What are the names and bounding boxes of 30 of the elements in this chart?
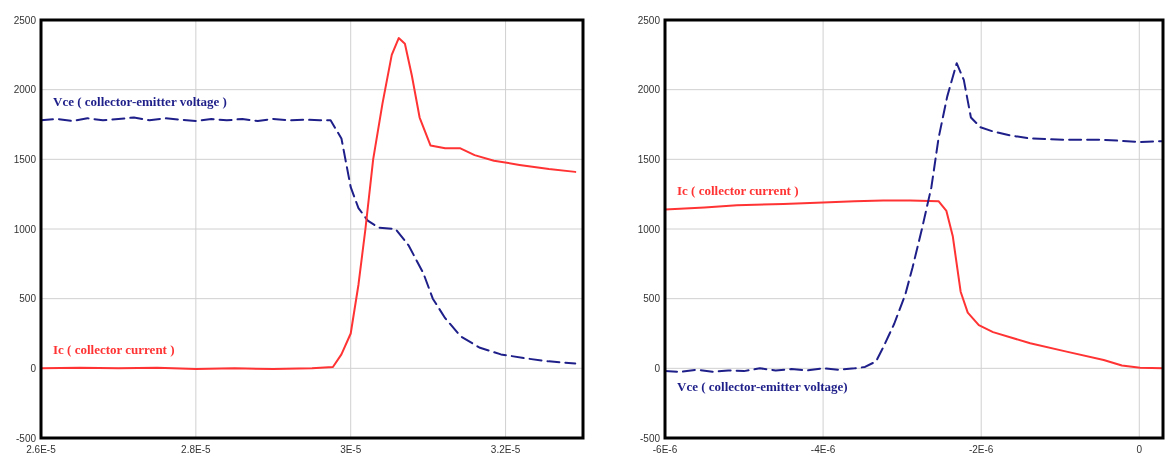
line-series <box>40 37 577 371</box>
y-tick-label: 1500 <box>637 153 661 165</box>
y-tick-label: 2500 <box>13 14 37 26</box>
x-tick-label: 3.2E-5 <box>490 444 521 455</box>
y-tick-label: 500 <box>643 293 661 305</box>
y-tick-label: 500 <box>19 293 37 305</box>
series-label: Vce ( collector-emitter voltage ) <box>53 94 227 110</box>
y-tick-label: 1500 <box>13 153 37 165</box>
series-label: Ic ( collector current ) <box>53 342 175 358</box>
y-tick-label: -500 <box>15 432 37 444</box>
y-tick-label: 1000 <box>13 223 37 235</box>
x-tick-label: 0 <box>1136 444 1143 455</box>
series-label: Ic ( collector current ) <box>677 183 799 199</box>
x-tick-label: -6E-6 <box>652 444 678 455</box>
y-tick-label: 2000 <box>637 84 661 96</box>
line-series <box>40 116 577 365</box>
x-tick-label: -2E-6 <box>968 444 994 455</box>
x-tick-label: 3E-5 <box>340 444 362 455</box>
y-tick-label: 0 <box>654 362 661 374</box>
y-tick-label: 2500 <box>637 14 661 26</box>
x-tick-label: -4E-6 <box>810 444 836 455</box>
y-tick-label: -500 <box>639 432 661 444</box>
line-series <box>664 62 1164 373</box>
x-tick-label: 2.6E-5 <box>26 444 57 455</box>
x-tick-label: 2.8E-5 <box>181 444 212 455</box>
y-tick-label: 2000 <box>13 84 37 96</box>
y-tick-label: 1000 <box>637 223 661 235</box>
series-label: Vce ( collector-emitter voltage) <box>677 379 848 395</box>
line-series <box>664 199 1164 370</box>
y-tick-label: 0 <box>30 362 37 374</box>
